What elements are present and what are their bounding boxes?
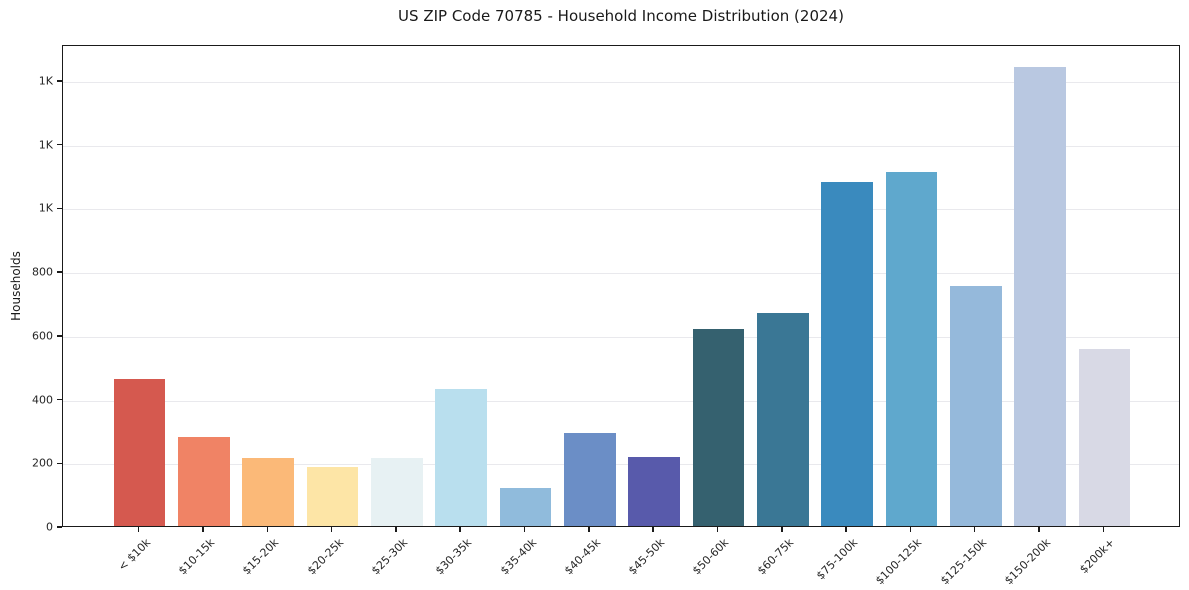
bar-$100-125k [885, 172, 938, 526]
x-axis-tick [716, 527, 719, 532]
chart-title: US ZIP Code 70785 - Household Income Dis… [398, 7, 844, 25]
x-axis-tick [330, 527, 333, 532]
y-axis-tick [57, 144, 62, 146]
y-axis-tick [57, 271, 62, 273]
x-axis-tick [781, 527, 783, 532]
bar-$150-200k [1014, 67, 1066, 526]
bar-$15-20k [242, 457, 294, 526]
x-axis-tick [909, 527, 912, 532]
x-axis-tick [588, 527, 590, 532]
y-axis-label: Households [9, 251, 23, 321]
bar-$75-100k [821, 181, 873, 526]
bar-$200k+ [1078, 348, 1131, 526]
x-axis-tick [523, 527, 526, 532]
bar-$20-25k [306, 466, 359, 526]
bar-$45-50k [628, 456, 680, 526]
y-axis-tick [57, 80, 62, 82]
y-axis-tick [57, 335, 62, 337]
y-tick-label: 600 [32, 329, 53, 343]
x-axis-tick [1102, 527, 1105, 532]
y-tick-label: 1K [38, 74, 53, 88]
y-tick-label: 0 [46, 520, 53, 534]
y-axis-tick [57, 207, 62, 210]
y-tick-label: 1K [38, 138, 53, 152]
grid-line [63, 145, 1179, 147]
x-axis-tick [1038, 527, 1040, 532]
x-axis-tick [652, 527, 654, 532]
y-axis-tick [57, 526, 62, 528]
grid-line [63, 81, 1179, 83]
x-axis-tick [845, 527, 847, 532]
x-axis-tick [974, 527, 976, 532]
y-tick-label: 400 [32, 393, 53, 407]
bar-$40-45k [564, 432, 616, 526]
x-axis-tick [202, 527, 204, 532]
bar-$60-75k [757, 312, 809, 526]
grid-line [63, 209, 1179, 211]
grid-line [63, 336, 1179, 338]
y-axis-tick [57, 462, 62, 464]
grid-line [63, 464, 1179, 466]
bar-$35-40k [499, 487, 552, 526]
bar-$30-35k [435, 389, 487, 526]
bar-$50-60k [692, 329, 745, 526]
y-tick-label: 200 [32, 456, 53, 470]
grid-line [63, 273, 1179, 275]
bar-< $10k [113, 379, 166, 526]
x-tick-label: < $10k [115, 536, 153, 574]
grid-line [63, 400, 1179, 402]
x-axis-tick [459, 527, 461, 532]
plot-area [62, 45, 1180, 527]
bar-$10-15k [178, 436, 230, 526]
x-axis-tick [266, 527, 268, 532]
bar-$125-150k [950, 286, 1002, 526]
x-axis-tick [137, 527, 140, 532]
y-tick-label: 1K [38, 201, 53, 215]
x-axis-tick [395, 527, 397, 532]
bar-$25-30k [371, 458, 423, 526]
y-tick-label: 800 [32, 265, 53, 279]
y-axis-tick [57, 398, 62, 401]
